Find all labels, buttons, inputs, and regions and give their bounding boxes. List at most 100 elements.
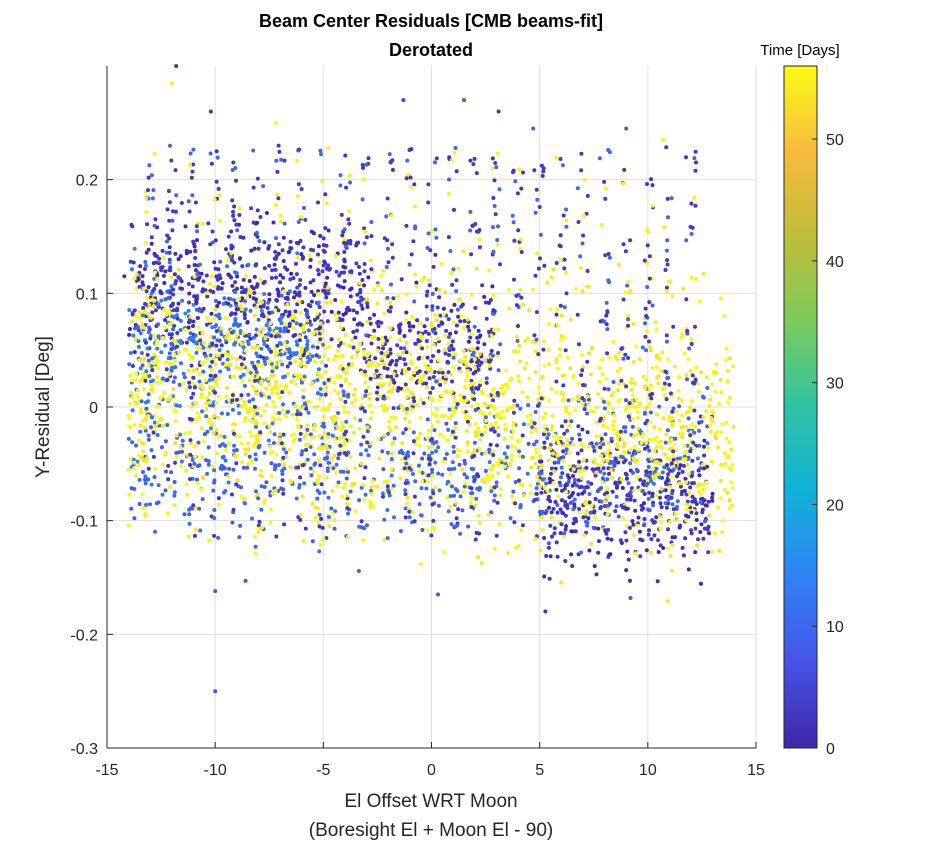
scatter-point <box>419 486 424 491</box>
scatter-point <box>273 267 278 272</box>
scatter-point <box>364 235 369 240</box>
scatter-point <box>319 152 323 157</box>
scatter-point <box>255 176 260 181</box>
scatter-point <box>468 415 473 420</box>
scatter-point <box>429 368 434 373</box>
scatter-point <box>245 294 250 299</box>
scatter-point <box>567 495 572 500</box>
scatter-point <box>656 550 661 554</box>
scatter-point <box>490 450 495 454</box>
scatter-point <box>233 320 238 325</box>
scatter-point <box>514 303 519 308</box>
scatter-point <box>555 510 560 515</box>
scatter-point <box>634 397 639 402</box>
scatter-point <box>298 310 303 315</box>
scatter-point <box>538 232 543 237</box>
scatter-point <box>191 368 196 373</box>
scatter-point <box>436 349 441 354</box>
scatter-point <box>444 389 448 394</box>
scatter-point <box>594 470 599 475</box>
scatter-point <box>204 322 209 327</box>
scatter-point <box>301 245 306 250</box>
scatter-point <box>358 418 363 423</box>
scatter-point <box>309 289 314 294</box>
scatter-point <box>596 526 601 531</box>
scatter-point <box>131 457 136 462</box>
scatter-point <box>570 500 575 505</box>
scatter-point <box>709 459 714 464</box>
scatter-point <box>531 126 536 131</box>
scatter-point <box>210 464 215 469</box>
scatter-point <box>245 465 250 470</box>
scatter-point <box>604 186 609 191</box>
scatter-point <box>241 372 246 377</box>
scatter-point <box>216 394 221 399</box>
scatter-point <box>137 438 141 443</box>
scatter-point <box>440 472 445 477</box>
scatter-point <box>166 295 171 300</box>
scatter-point <box>520 483 525 488</box>
scatter-point <box>699 370 704 375</box>
scatter-point <box>312 462 317 467</box>
scatter-point <box>214 323 219 328</box>
scatter-point <box>425 317 430 322</box>
scatter-point <box>300 256 305 261</box>
scatter-point <box>551 481 556 485</box>
scatter-point <box>552 434 556 439</box>
scatter-point <box>207 538 212 542</box>
scatter-point <box>203 378 208 383</box>
scatter-point <box>297 406 302 411</box>
scatter-point <box>688 433 693 438</box>
scatter-point <box>607 255 612 260</box>
scatter-point <box>229 246 234 251</box>
scatter-point <box>232 443 237 448</box>
scatter-point <box>200 386 205 391</box>
scatter-point <box>428 457 433 462</box>
scatter-point <box>339 383 344 388</box>
scatter-point <box>280 362 285 367</box>
scatter-point <box>632 444 637 449</box>
scatter-point <box>517 466 522 471</box>
scatter-point <box>296 182 301 187</box>
scatter-point <box>322 456 327 461</box>
scatter-point <box>492 386 496 391</box>
scatter-point <box>308 322 313 327</box>
scatter-point <box>166 356 171 361</box>
scatter-point <box>486 512 491 517</box>
scatter-point <box>310 539 315 544</box>
scatter-point <box>647 401 652 406</box>
scatter-point <box>377 394 382 399</box>
scatter-point <box>483 358 488 363</box>
scatter-point <box>513 501 518 506</box>
scatter-point <box>487 447 492 452</box>
scatter-point <box>534 310 539 315</box>
scatter-point <box>320 525 325 530</box>
scatter-point <box>352 430 356 435</box>
scatter-point <box>598 469 603 474</box>
scatter-point <box>205 294 210 299</box>
scatter-point <box>480 478 485 483</box>
scatter-point <box>644 378 649 382</box>
scatter-point <box>542 440 547 445</box>
scatter-point <box>206 347 211 352</box>
scatter-point <box>621 356 626 361</box>
y-tick-label: 0.1 <box>76 286 98 303</box>
scatter-point <box>651 481 656 486</box>
scatter-point <box>670 409 675 414</box>
scatter-point <box>314 329 319 334</box>
scatter-point <box>316 367 321 372</box>
scatter-point <box>130 395 135 400</box>
scatter-point <box>166 397 171 402</box>
scatter-point <box>234 222 239 227</box>
scatter-point <box>418 431 423 436</box>
scatter-point <box>467 328 472 333</box>
scatter-point <box>346 511 350 516</box>
scatter-point <box>205 471 210 476</box>
scatter-point <box>139 399 144 404</box>
scatter-point <box>174 193 179 198</box>
scatter-point <box>359 370 364 375</box>
scatter-point <box>144 369 149 374</box>
scatter-point <box>268 507 273 512</box>
scatter-point <box>207 416 212 421</box>
scatter-point <box>729 503 734 508</box>
